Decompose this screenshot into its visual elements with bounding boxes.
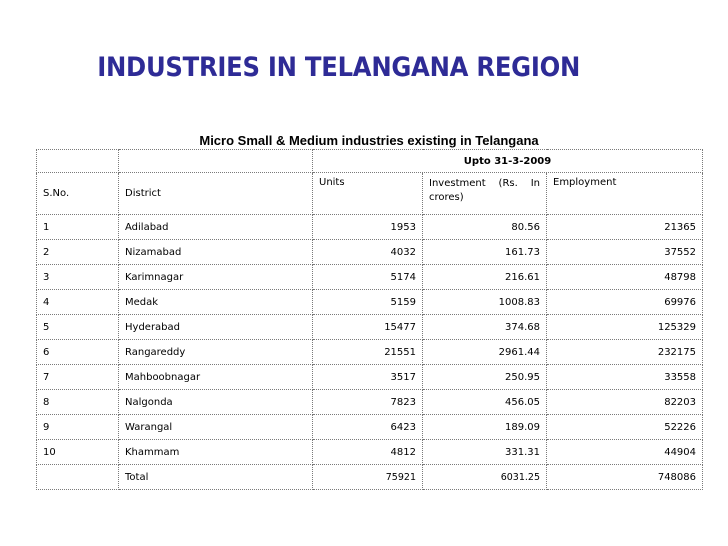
units-cell: 1953 bbox=[312, 214, 423, 240]
period-header: Upto 31-3-2009 bbox=[311, 149, 704, 173]
district-cell: Karimnagar bbox=[118, 264, 313, 290]
sno-cell: 7 bbox=[36, 364, 119, 390]
sno-cell: 9 bbox=[36, 414, 119, 440]
total-label: Total bbox=[118, 464, 313, 490]
table-row: 7 Mahboobnagar 3517 250.95 33558 bbox=[36, 364, 704, 390]
empty-cell bbox=[118, 149, 313, 173]
sno-cell: 4 bbox=[36, 289, 119, 315]
table-row: 9 Warangal 6423 189.09 52226 bbox=[36, 414, 704, 440]
units-cell: 7823 bbox=[312, 389, 423, 415]
table-row: 5 Hyderabad 15477 374.68 125329 bbox=[36, 314, 704, 340]
table-row: 8 Nalgonda 7823 456.05 82203 bbox=[36, 389, 704, 415]
units-cell: 5159 bbox=[312, 289, 423, 315]
district-cell: Rangareddy bbox=[118, 339, 313, 365]
employment-cell: 33558 bbox=[545, 364, 704, 390]
district-cell: Mahboobnagar bbox=[118, 364, 313, 390]
table-subtitle: Micro Small & Medium industries existing… bbox=[199, 133, 539, 148]
sno-cell: 2 bbox=[36, 239, 119, 265]
table-row: 10 Khammam 4812 331.31 44904 bbox=[36, 439, 704, 465]
investment-cell: 456.05 bbox=[422, 389, 547, 415]
employment-cell: 52226 bbox=[545, 414, 704, 440]
units-cell: 21551 bbox=[312, 339, 423, 365]
investment-cell: 216.61 bbox=[422, 264, 547, 290]
investment-cell: 189.09 bbox=[422, 414, 547, 440]
page-title: INDUSTRIES IN TELANGANA REGION bbox=[97, 52, 581, 83]
total-units: 75921 bbox=[312, 464, 423, 490]
district-cell: Khammam bbox=[118, 439, 313, 465]
table-row: 6 Rangareddy 21551 2961.44 232175 bbox=[36, 339, 704, 365]
employment-cell: 37552 bbox=[545, 239, 704, 265]
empty-cell bbox=[36, 464, 119, 490]
empty-cell bbox=[36, 149, 119, 173]
sno-cell: 10 bbox=[36, 439, 119, 465]
district-cell: Nizamabad bbox=[118, 239, 313, 265]
investment-cell: 2961.44 bbox=[422, 339, 547, 365]
employment-cell: 125329 bbox=[545, 314, 704, 340]
employment-cell: 232175 bbox=[545, 339, 704, 365]
table-row: 4 Medak 5159 1008.83 69976 bbox=[36, 289, 704, 315]
header-sno: S.No. bbox=[36, 172, 119, 215]
investment-cell: 331.31 bbox=[422, 439, 547, 465]
table-row: 2 Nizamabad 4032 161.73 37552 bbox=[36, 239, 704, 265]
sno-cell: 5 bbox=[36, 314, 119, 340]
column-header-row: S.No. District Units Investment (Rs. In … bbox=[36, 172, 704, 215]
total-row: Total 75921 6031.25 748086 bbox=[36, 464, 704, 490]
sno-cell: 3 bbox=[36, 264, 119, 290]
units-cell: 15477 bbox=[312, 314, 423, 340]
units-cell: 5174 bbox=[312, 264, 423, 290]
employment-cell: 21365 bbox=[545, 214, 704, 240]
investment-cell: 80.56 bbox=[422, 214, 547, 240]
employment-cell: 48798 bbox=[545, 264, 704, 290]
investment-cell: 1008.83 bbox=[422, 289, 547, 315]
table-row: 1 Adilabad 1953 80.56 21365 bbox=[36, 214, 704, 240]
header-employment: Employment bbox=[545, 172, 704, 215]
employment-cell: 82203 bbox=[545, 389, 704, 415]
employment-cell: 69976 bbox=[545, 289, 704, 315]
units-cell: 4812 bbox=[312, 439, 423, 465]
district-cell: Medak bbox=[118, 289, 313, 315]
header-units: Units bbox=[312, 172, 423, 215]
period-header-row: Upto 31-3-2009 bbox=[36, 149, 704, 173]
district-cell: Adilabad bbox=[118, 214, 313, 240]
investment-cell: 374.68 bbox=[422, 314, 547, 340]
sno-cell: 6 bbox=[36, 339, 119, 365]
investment-cell: 250.95 bbox=[422, 364, 547, 390]
units-cell: 4032 bbox=[312, 239, 423, 265]
units-cell: 6423 bbox=[312, 414, 423, 440]
total-investment: 6031.25 bbox=[422, 464, 547, 490]
sno-cell: 8 bbox=[36, 389, 119, 415]
total-employment: 748086 bbox=[545, 464, 704, 490]
sno-cell: 1 bbox=[36, 214, 119, 240]
investment-cell: 161.73 bbox=[422, 239, 547, 265]
header-investment: Investment (Rs. In crores) bbox=[422, 172, 547, 215]
district-cell: Nalgonda bbox=[118, 389, 313, 415]
district-cell: Hyderabad bbox=[118, 314, 313, 340]
header-district: District bbox=[118, 172, 313, 215]
table-row: 3 Karimnagar 5174 216.61 48798 bbox=[36, 264, 704, 290]
industries-table: Upto 31-3-2009 S.No. District Units Inve… bbox=[36, 149, 704, 490]
employment-cell: 44904 bbox=[545, 439, 704, 465]
district-cell: Warangal bbox=[118, 414, 313, 440]
units-cell: 3517 bbox=[312, 364, 423, 390]
